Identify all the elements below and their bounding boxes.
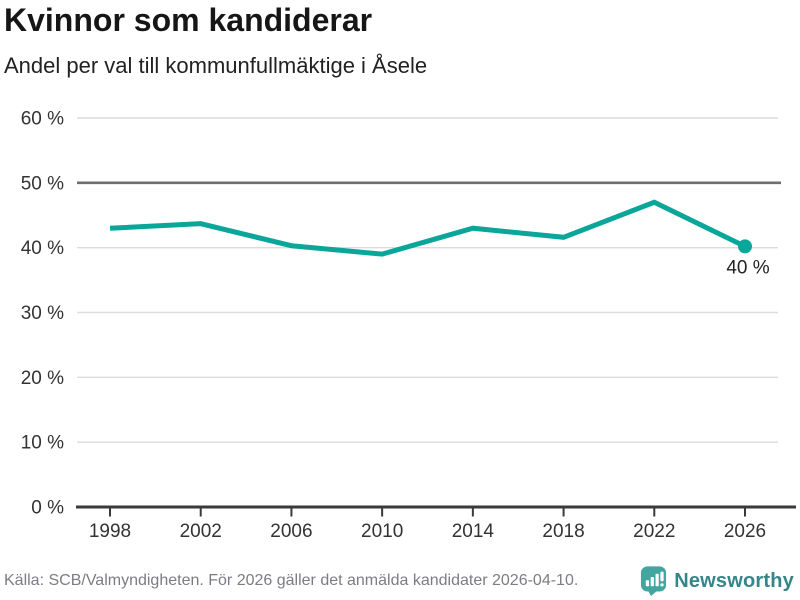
newsworthy-bubble-chart-icon: [641, 566, 667, 596]
y-tick-label: 10 %: [21, 433, 64, 454]
x-tick-label: 2006: [270, 521, 312, 542]
page-title: Kvinnor som kandiderar: [4, 2, 373, 38]
last-data-point: [738, 239, 752, 254]
y-tick-label: 50 %: [21, 173, 64, 194]
x-tick-label: 2014: [452, 521, 495, 542]
x-tick-label: 1998: [89, 521, 131, 542]
chart-header: Kvinnor som kandiderar Andel per val til…: [4, 2, 427, 79]
last-value-label: 40 %: [726, 257, 769, 278]
x-tick-label: 2018: [542, 521, 584, 542]
newsworthy-logo: Newsworthy: [640, 566, 794, 596]
y-tick-label: 20 %: [21, 368, 64, 389]
y-tick-label: 30 %: [21, 303, 64, 324]
x-tick-label: 2026: [724, 521, 766, 542]
chart-footer: Källa: SCB/Valmyndigheten. För 2026 gäll…: [4, 566, 794, 596]
data-line-Andel kvinnor som kandiderar: [109, 199, 747, 257]
newsworthy-wordmark: Newsworthy: [674, 569, 794, 592]
line-chart: 0 % 10 % 20 % 30 % 40 % 50 % 60 % 1998 2002 2006 2…: [21, 109, 796, 542]
x-tick-label: 2022: [633, 521, 675, 542]
x-tick-label: 2010: [361, 521, 403, 542]
y-tick-label: 60 %: [21, 109, 64, 130]
x-tick-label: 2002: [180, 521, 222, 542]
source-note: Källa: SCB/Valmyndigheten. För 2026 gäll…: [4, 572, 579, 589]
y-tick-label: 40 %: [21, 238, 64, 259]
y-tick-label: 0 %: [31, 498, 64, 519]
page-subtitle: Andel per val till kommunfullmäktige i Å…: [4, 52, 428, 78]
